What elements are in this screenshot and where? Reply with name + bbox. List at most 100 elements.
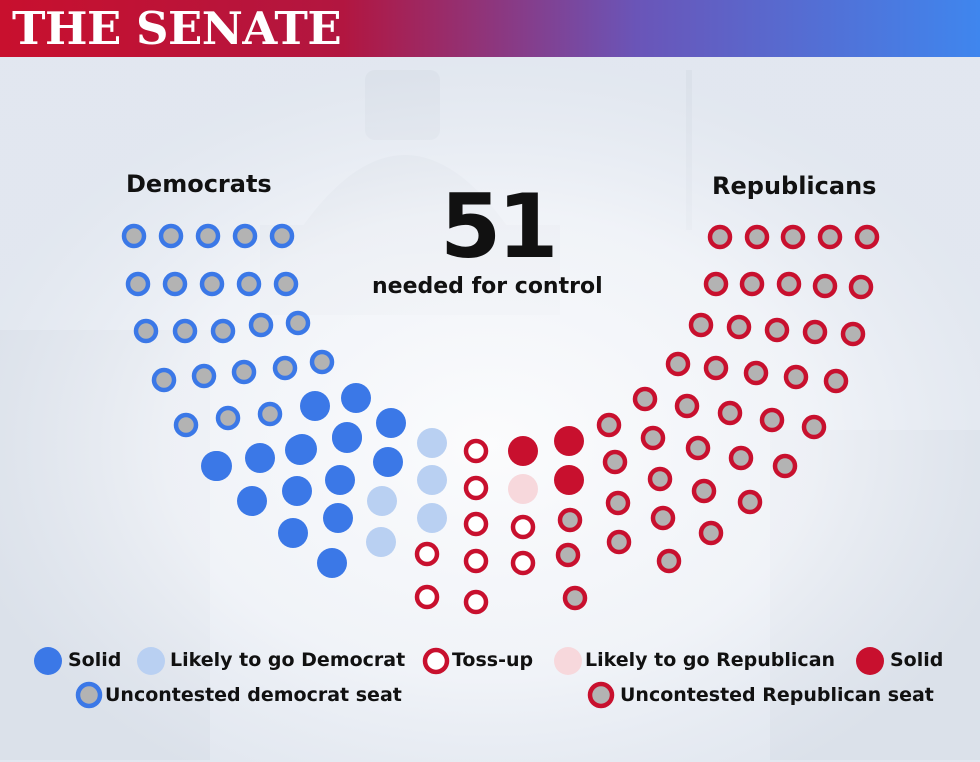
seat-rep-uncontested-25 xyxy=(801,414,827,440)
seat-rep-uncontested-39 xyxy=(557,507,583,533)
seat-rep-uncontested-33 xyxy=(691,478,717,504)
seat-rep-uncontested-29 xyxy=(728,445,754,471)
seat-dem-uncontested-19 xyxy=(272,355,298,381)
seat-dem-likely-3 xyxy=(417,465,447,495)
seat-dem-uncontested-5 xyxy=(269,223,295,249)
seat-rep-uncontested-20 xyxy=(823,368,849,394)
seat-rep-uncontested-1 xyxy=(707,224,733,250)
seat-rep-uncontested-17 xyxy=(703,355,729,381)
title-banner: THE SENATE xyxy=(0,0,980,57)
seat-rep-uncontested-10 xyxy=(848,274,874,300)
legend-label-tossup: Toss-up xyxy=(452,649,534,671)
seat-rep-uncontested-2 xyxy=(744,224,770,250)
seat-rep-uncontested-34 xyxy=(737,489,763,515)
seat-dem-solid-10 xyxy=(282,476,312,506)
seat-dem-solid-9 xyxy=(237,486,267,516)
seat-dem-uncontested-9 xyxy=(236,271,262,297)
seat-tossup-9 xyxy=(510,550,536,576)
republicans-label: Republicans xyxy=(712,172,877,200)
seat-rep-uncontested-13 xyxy=(764,317,790,343)
seat-dem-likely-4 xyxy=(366,527,396,557)
seat-rep-uncontested-6 xyxy=(703,271,729,297)
page-title: THE SENATE xyxy=(12,2,342,55)
seat-tossup-3 xyxy=(463,511,489,537)
seat-rep-uncontested-40 xyxy=(656,548,682,574)
seat-rep-uncontested-31 xyxy=(602,449,628,475)
seat-dem-uncontested-16 xyxy=(151,367,177,393)
seat-rep-uncontested-14 xyxy=(802,319,828,345)
seat-dem-solid-11 xyxy=(325,465,355,495)
seat-rep-uncontested-23 xyxy=(717,400,743,426)
seat-rep-uncontested-22 xyxy=(674,393,700,419)
seat-rep-uncontested-8 xyxy=(776,271,802,297)
seat-rep-likely-1 xyxy=(508,474,538,504)
seat-rep-uncontested-21 xyxy=(632,386,658,412)
seat-rep-solid-3 xyxy=(554,465,584,495)
seat-rep-uncontested-9 xyxy=(812,273,838,299)
seat-dem-uncontested-12 xyxy=(172,318,198,344)
seat-rep-uncontested-12 xyxy=(726,314,752,340)
seat-dem-solid-8 xyxy=(373,447,403,477)
seat-rep-uncontested-5 xyxy=(854,224,880,250)
seat-dem-uncontested-1 xyxy=(121,223,147,249)
seat-dem-likely-5 xyxy=(417,503,447,533)
seat-rep-uncontested-35 xyxy=(605,490,631,516)
seat-dem-uncontested-22 xyxy=(215,405,241,431)
seat-dem-uncontested-11 xyxy=(133,318,159,344)
seat-dem-likely-2 xyxy=(367,486,397,516)
seat-rep-solid-1 xyxy=(508,436,538,466)
seat-rep-uncontested-24 xyxy=(759,407,785,433)
seat-rep-uncontested-18 xyxy=(743,360,769,386)
seat-dem-solid-15 xyxy=(202,451,232,481)
seat-rep-uncontested-3 xyxy=(780,224,806,250)
seat-rep-uncontested-16 xyxy=(665,351,691,377)
seat-dem-uncontested-4 xyxy=(232,223,258,249)
seat-dem-uncontested-2 xyxy=(158,223,184,249)
seat-tossup-6 xyxy=(414,584,440,610)
seat-rep-uncontested-30 xyxy=(772,453,798,479)
legend-label-dem-likely: Likely to go Democrat xyxy=(170,649,406,671)
seat-rep-uncontested-15 xyxy=(840,321,866,347)
seat-dem-solid-13 xyxy=(323,503,353,533)
legend-label-rep-uncontested: Uncontested Republican seat xyxy=(620,684,934,706)
seat-dem-uncontested-23 xyxy=(257,401,283,427)
seat-dem-uncontested-10 xyxy=(273,271,299,297)
seat-dem-uncontested-17 xyxy=(191,363,217,389)
seat-rep-uncontested-42 xyxy=(562,585,588,611)
seat-dem-uncontested-15 xyxy=(285,310,311,336)
seat-rep-uncontested-37 xyxy=(698,520,724,546)
seat-rep-uncontested-19 xyxy=(783,364,809,390)
seat-rep-uncontested-4 xyxy=(817,224,843,250)
seat-dem-solid-17 xyxy=(332,423,362,453)
seat-rep-uncontested-27 xyxy=(640,425,666,451)
seat-rep-uncontested-7 xyxy=(739,271,765,297)
seat-dem-uncontested-21 xyxy=(173,412,199,438)
seat-dem-uncontested-14 xyxy=(248,312,274,338)
seat-rep-uncontested-38 xyxy=(606,529,632,555)
seat-dem-solid-16 xyxy=(285,435,315,465)
seat-dem-uncontested-7 xyxy=(162,271,188,297)
seat-rep-uncontested-26 xyxy=(596,412,622,438)
seat-rep-uncontested-28 xyxy=(685,435,711,461)
seat-rep-uncontested-32 xyxy=(647,466,673,492)
seat-rep-uncontested-36 xyxy=(650,505,676,531)
legend-label-dem-uncontested: Uncontested democrat seat xyxy=(105,684,402,706)
seat-dem-uncontested-18 xyxy=(231,359,257,385)
seat-dem-uncontested-6 xyxy=(125,271,151,297)
majority-number: 51 xyxy=(440,175,558,278)
seat-dem-uncontested-8 xyxy=(199,271,225,297)
seat-rep-solid-2 xyxy=(554,426,584,456)
seat-dem-solid-14 xyxy=(317,548,347,578)
seat-dem-solid-3 xyxy=(376,408,406,438)
seat-rep-uncontested-41 xyxy=(555,542,581,568)
seat-dem-solid-2 xyxy=(341,383,371,413)
seat-tossup-2 xyxy=(463,475,489,501)
seat-tossup-5 xyxy=(414,541,440,567)
legend-label-rep-solid: Solid xyxy=(890,649,944,671)
seat-dem-uncontested-3 xyxy=(195,223,221,249)
seat-tossup-1 xyxy=(463,438,489,464)
seat-tossup-7 xyxy=(463,589,489,615)
seat-dem-solid-5 xyxy=(245,443,275,473)
